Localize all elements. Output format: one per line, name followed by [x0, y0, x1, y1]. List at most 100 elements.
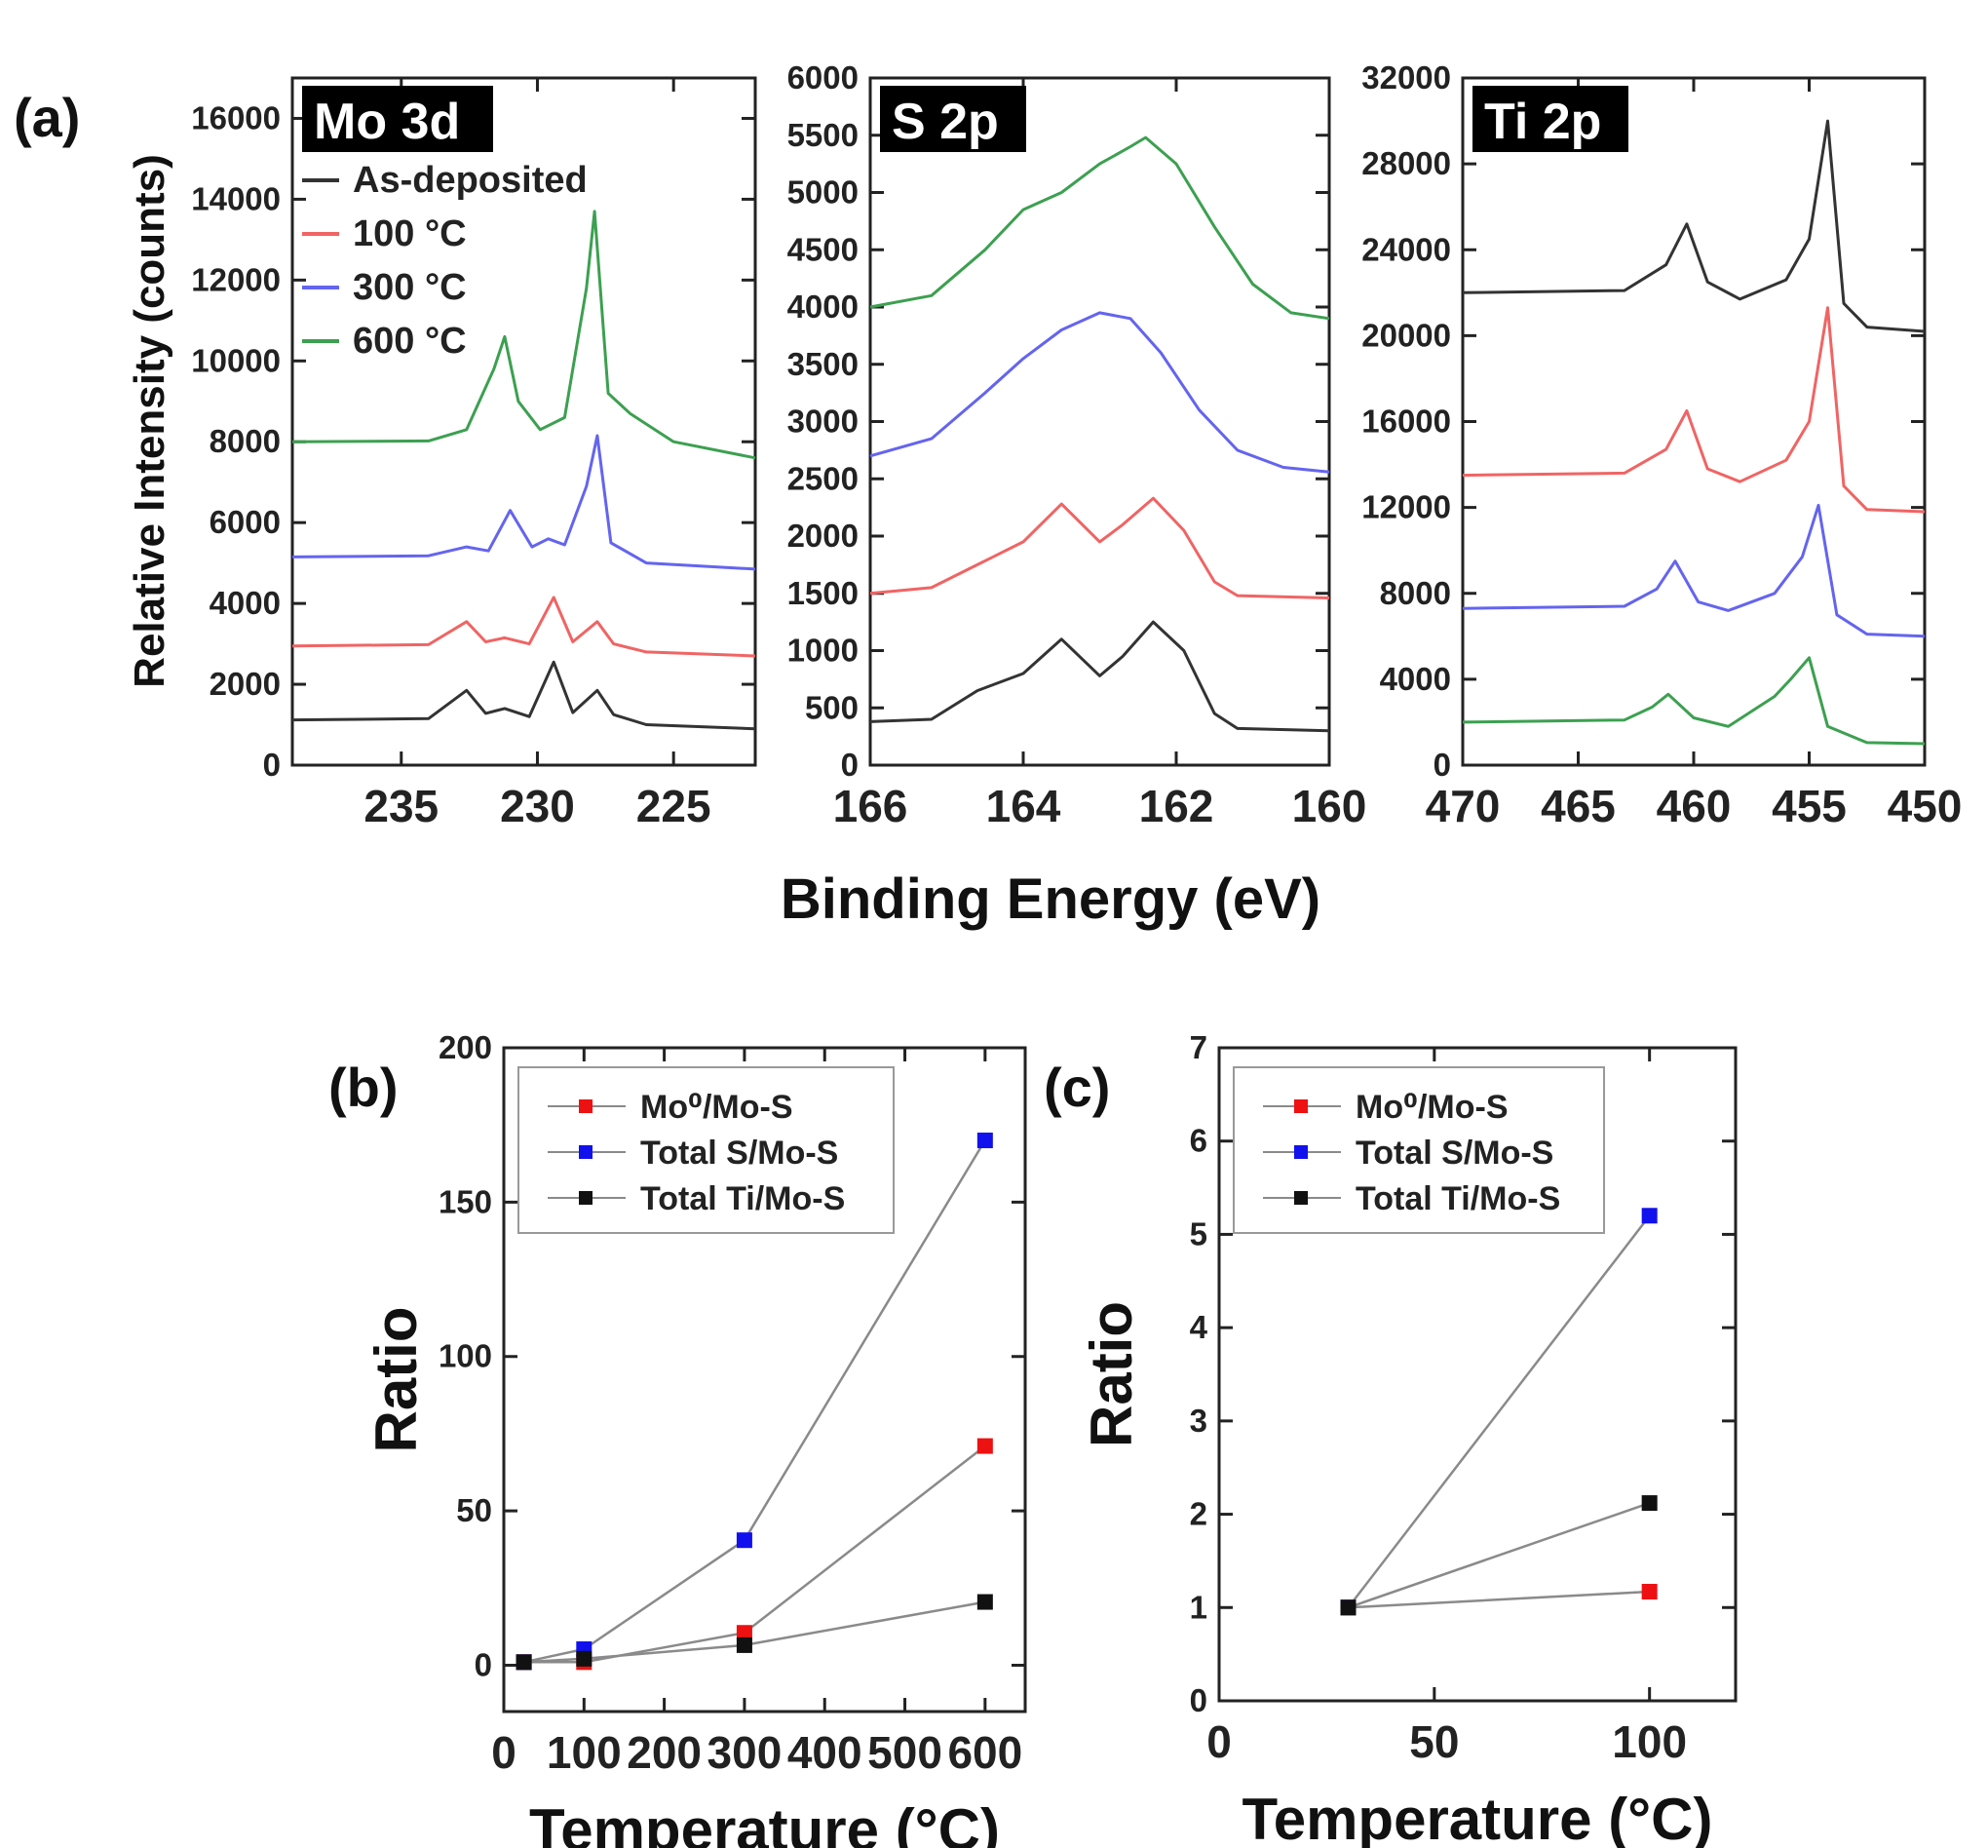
- x-tick-label: 200: [627, 1727, 702, 1778]
- data-point: [736, 1532, 752, 1549]
- panel-title: S 2p: [892, 94, 999, 150]
- panel-label-a: (a): [14, 87, 80, 148]
- y-tick-label: 20000: [1361, 317, 1451, 353]
- y-tick-label: 1000: [787, 633, 859, 669]
- y-tick-label: 100: [439, 1338, 492, 1374]
- y-tick-label: 3000: [787, 404, 859, 440]
- y-tick-label: 12000: [1361, 489, 1451, 525]
- legend-swatch-marker: [1294, 1145, 1308, 1159]
- y-tick-label: 4500: [787, 231, 859, 267]
- legend-label: As-deposited: [353, 160, 588, 201]
- x-tick-label: 100: [1612, 1716, 1687, 1767]
- x-tick-label: 50: [1409, 1716, 1459, 1767]
- x-tick-label: 465: [1541, 781, 1616, 831]
- legend-label: Total Ti/Mo-S: [1356, 1180, 1560, 1217]
- series-line-2: [1462, 503, 1926, 638]
- x-tick-label: 160: [1292, 781, 1367, 831]
- y-tick-label: 8000: [1380, 575, 1451, 611]
- series-line-0: [869, 620, 1330, 733]
- x-tick-label: 0: [491, 1727, 516, 1778]
- series-line-0: [1348, 1590, 1650, 1609]
- y-tick-label: 4000: [787, 289, 859, 325]
- y-tick-label: 24000: [1361, 231, 1451, 267]
- legend-label: Total S/Mo-S: [640, 1135, 838, 1172]
- x-tick-label: 450: [1888, 781, 1963, 831]
- legend-swatch-marker: [1294, 1191, 1308, 1205]
- y-tick-label: 32000: [1361, 59, 1451, 96]
- data-point: [976, 1594, 993, 1610]
- title-badge: [1472, 86, 1628, 152]
- panel-label: (c): [1044, 1057, 1110, 1118]
- data-point: [576, 1650, 593, 1667]
- y-tick-label: 200: [439, 1029, 492, 1065]
- x-axis-label: Temperature (°C): [529, 1797, 1000, 1848]
- x-tick-label: 400: [787, 1727, 862, 1778]
- data-point: [736, 1636, 752, 1653]
- legend-label: Mo⁰/Mo-S: [640, 1089, 793, 1126]
- panel-3: 0 100 200 300 400 500 600050100150200Mo⁰/Mo-ST…: [328, 1029, 1027, 1848]
- y-tick-label: 0: [1434, 747, 1451, 783]
- x-tick-label: 500: [867, 1727, 942, 1778]
- y-tick-label: 0: [841, 747, 859, 783]
- panel-2: 470 465 460 455 450 0 4000 8000 12000 16000 20000 2…: [1361, 59, 1962, 831]
- legend-swatch-marker: [1294, 1099, 1308, 1113]
- y-tick-label: 2500: [787, 460, 859, 496]
- panel-0: 235 230 225 0 2000 4000 6000 8000 10000 12000 1400…: [191, 76, 757, 831]
- data-point: [976, 1438, 993, 1454]
- y-tick-label: 4: [1190, 1309, 1208, 1345]
- y-tick-label: 3500: [787, 346, 859, 382]
- panel-1: 166 164 162 160 0 500 1000 1500 2000 2500 3000 3500…: [787, 59, 1367, 831]
- series-line-1: [869, 496, 1330, 599]
- x-tick-label: 600: [947, 1727, 1022, 1778]
- x-axis-label: Binding Energy (eV): [781, 867, 1320, 931]
- y-tick-label: 6000: [787, 59, 859, 96]
- y-tick-label: 2: [1190, 1496, 1207, 1532]
- x-tick-label: 470: [1426, 781, 1501, 831]
- y-tick-label: 4000: [210, 585, 281, 621]
- x-tick-label: 300: [707, 1727, 783, 1778]
- x-tick-label: 100: [547, 1727, 622, 1778]
- plot-frame: [1217, 1046, 1738, 1703]
- legend-label: Total S/Mo-S: [1356, 1135, 1553, 1172]
- plot-frame: [290, 76, 757, 767]
- data-point: [516, 1654, 532, 1671]
- x-tick-label: 235: [363, 781, 439, 831]
- panel-title: Ti 2p: [1484, 94, 1601, 150]
- x-tick-label: 460: [1657, 781, 1732, 831]
- y-axis-label: Ratio: [363, 1307, 429, 1453]
- x-tick-label: 162: [1139, 781, 1214, 831]
- series-line-1: [1347, 1214, 1651, 1609]
- y-tick-label: 8000: [210, 423, 281, 459]
- y-tick-label: 16000: [1361, 404, 1451, 440]
- legend-label: 300 °C: [353, 267, 467, 308]
- panel-label: (b): [328, 1057, 399, 1118]
- title-badge: [302, 86, 493, 152]
- series-line-0: [523, 1444, 986, 1664]
- x-tick-label: 455: [1772, 781, 1847, 831]
- y-tick-label: 0: [475, 1646, 492, 1682]
- y-axis-label: Relative Intensity (counts): [126, 154, 173, 688]
- legend-label: Total Ti/Mo-S: [640, 1180, 845, 1217]
- plot-frame: [502, 1046, 1027, 1713]
- y-tick-label: 7: [1190, 1029, 1207, 1065]
- series-line-1: [291, 596, 756, 658]
- y-tick-label: 150: [439, 1183, 492, 1219]
- y-axis-label: Ratio: [1079, 1301, 1144, 1447]
- legend-swatch-marker: [579, 1145, 593, 1159]
- y-tick-label: 1: [1190, 1589, 1207, 1625]
- y-tick-label: 28000: [1361, 145, 1451, 181]
- y-tick-label: 16000: [191, 99, 281, 135]
- panel-title: Mo 3d: [314, 94, 460, 150]
- y-tick-label: 1500: [787, 575, 859, 611]
- data-point: [1641, 1495, 1658, 1512]
- x-tick-label: 230: [500, 781, 575, 831]
- series-line-1: [1462, 306, 1926, 514]
- series-line-2: [869, 311, 1330, 474]
- series-line-0: [291, 660, 756, 731]
- x-tick-label: 164: [986, 781, 1061, 831]
- legend-label: 600 °C: [353, 321, 467, 362]
- x-tick-label: 0: [1206, 1716, 1232, 1767]
- series-line-3: [291, 210, 756, 460]
- y-tick-label: 3: [1190, 1403, 1207, 1439]
